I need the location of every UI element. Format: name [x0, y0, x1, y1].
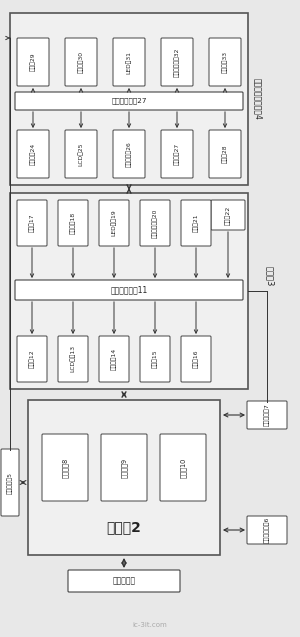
- Text: 信息输入8: 信息输入8: [62, 457, 68, 478]
- FancyBboxPatch shape: [113, 38, 145, 86]
- FancyBboxPatch shape: [68, 570, 180, 592]
- Text: 无线收发袈5: 无线收发袈5: [7, 471, 13, 494]
- FancyBboxPatch shape: [209, 38, 241, 86]
- FancyBboxPatch shape: [17, 130, 49, 178]
- Text: 上位机2: 上位机2: [106, 520, 141, 534]
- Text: 可编程万用袆6: 可编程万用袆6: [264, 517, 270, 543]
- FancyBboxPatch shape: [65, 38, 97, 86]
- FancyBboxPatch shape: [181, 200, 211, 246]
- Text: 集成测试9: 集成测试9: [121, 457, 127, 478]
- FancyBboxPatch shape: [65, 130, 97, 178]
- Text: 可编程电源7: 可编程电源7: [264, 404, 270, 426]
- FancyBboxPatch shape: [140, 200, 170, 246]
- FancyBboxPatch shape: [15, 92, 243, 110]
- Text: ic-3it.com: ic-3it.com: [133, 622, 167, 628]
- FancyBboxPatch shape: [1, 449, 19, 516]
- FancyBboxPatch shape: [181, 336, 211, 382]
- FancyBboxPatch shape: [247, 401, 287, 429]
- Text: 表据处畨33: 表据处畨33: [222, 51, 228, 73]
- FancyBboxPatch shape: [17, 38, 49, 86]
- FancyBboxPatch shape: [99, 200, 129, 246]
- Text: LED处畨19: LED处畨19: [111, 210, 117, 236]
- Text: LCD处畨13: LCD处畨13: [70, 345, 76, 373]
- Text: LCD模25: LCD模25: [78, 142, 84, 166]
- FancyBboxPatch shape: [101, 434, 147, 501]
- Text: 卡片处畨24: 卡片处畨24: [30, 143, 36, 165]
- FancyBboxPatch shape: [17, 200, 47, 246]
- FancyBboxPatch shape: [17, 336, 47, 382]
- FancyBboxPatch shape: [15, 280, 243, 300]
- FancyBboxPatch shape: [211, 200, 245, 230]
- FancyBboxPatch shape: [58, 200, 88, 246]
- Text: 表阁門接30: 表阁門接30: [78, 51, 84, 73]
- Text: 阁门模17: 阁门模17: [29, 213, 35, 233]
- FancyBboxPatch shape: [42, 434, 88, 501]
- FancyBboxPatch shape: [99, 336, 129, 382]
- FancyBboxPatch shape: [160, 434, 206, 501]
- Text: 无线模29: 无线模29: [30, 53, 36, 71]
- Bar: [10, 193, 248, 389]
- Text: 卡片模12: 卡片模12: [29, 350, 35, 368]
- FancyBboxPatch shape: [58, 336, 88, 382]
- FancyBboxPatch shape: [140, 336, 170, 382]
- Text: 数据采集处畨11: 数据采集处畨11: [110, 285, 148, 294]
- Text: 接口适配器模27: 接口适配器模27: [111, 97, 147, 104]
- FancyBboxPatch shape: [247, 516, 287, 544]
- Text: 表器处畨18: 表器处畨18: [70, 212, 76, 234]
- Text: LED模31: LED模31: [126, 50, 132, 73]
- Text: 电压模16: 电压模16: [193, 350, 199, 368]
- Text: 信息输10: 信息输10: [180, 457, 186, 478]
- Text: 阁门信号处畨32: 阁门信号处畨32: [174, 47, 180, 76]
- Text: 主机模15: 主机模15: [152, 350, 158, 368]
- Text: 表具模28: 表具模28: [222, 145, 228, 163]
- FancyBboxPatch shape: [161, 38, 193, 86]
- Text: 重信件处畨26: 重信件处畨26: [126, 141, 132, 167]
- Text: 重信件模14: 重信件模14: [111, 348, 117, 370]
- FancyBboxPatch shape: [113, 130, 145, 178]
- FancyBboxPatch shape: [209, 130, 241, 178]
- Bar: [10, 13, 248, 185]
- Text: 按钒处畨27: 按钒处畨27: [174, 143, 180, 165]
- Text: 电流模21: 电流模21: [193, 213, 199, 233]
- Text: 按钒开关处畨20: 按钒开关处畨20: [152, 208, 158, 238]
- Text: 智能燃气表控制嘨4: 智能燃气表控制嘨4: [254, 78, 262, 120]
- Text: 上位机软件: 上位机软件: [112, 576, 136, 585]
- Bar: [28, 400, 220, 555]
- Text: 通信模22: 通信模22: [225, 205, 231, 225]
- FancyBboxPatch shape: [161, 130, 193, 178]
- Text: 主控杓3: 主控杓3: [266, 266, 274, 286]
